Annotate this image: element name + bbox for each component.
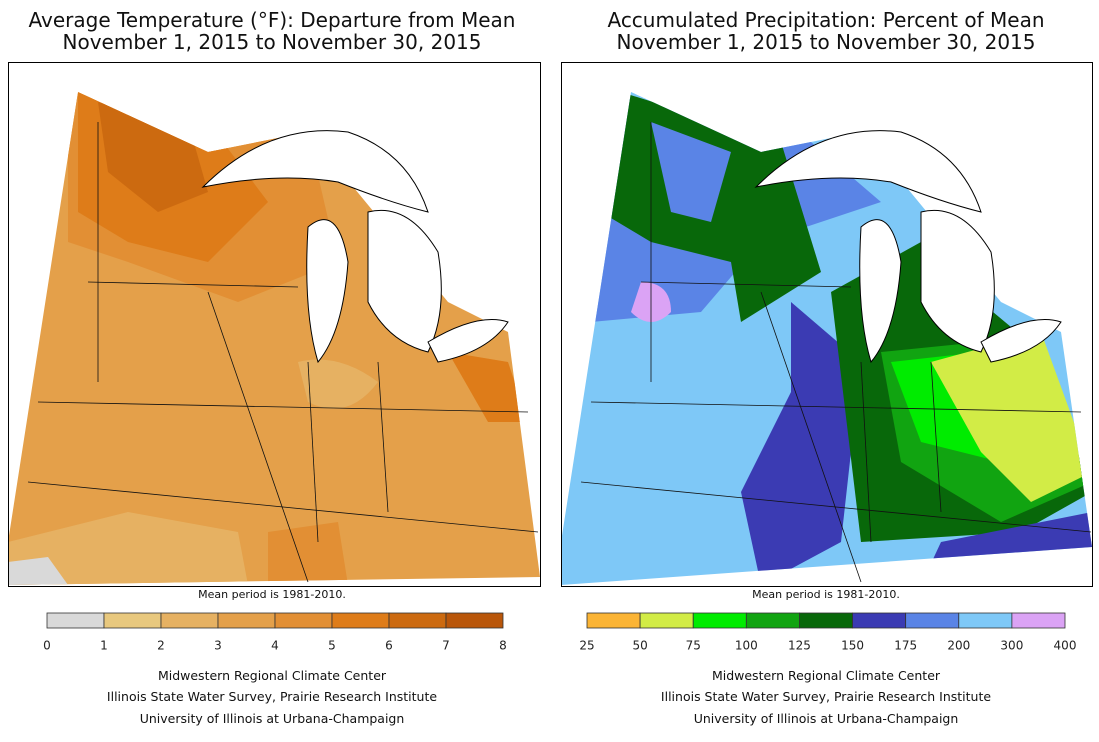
credit: Illinois State Water Survey, Prairie Res… <box>106 689 438 704</box>
color-legend: 0 1 2 3 4 5 6 7 8 <box>43 612 507 653</box>
temperature-map <box>8 62 541 587</box>
mean-period-note: Mean period is 1981-2010. <box>752 588 900 601</box>
legend-tick-label: 3 <box>214 639 222 653</box>
legend-tick-label: 4 <box>271 639 279 653</box>
legend-tick-label: 150 <box>841 639 864 653</box>
legend-swatch <box>103 612 162 629</box>
credit: University of Illinois at Urbana-Champai… <box>139 711 405 726</box>
legend-swatch <box>799 612 853 629</box>
legend-tick-label: 400 <box>1054 639 1077 653</box>
legend-swatch <box>692 612 747 629</box>
legend-swatch <box>958 612 1013 629</box>
legend-swatch <box>639 612 694 629</box>
legend-swatch <box>852 612 907 629</box>
legend-tick-label: 7 <box>442 639 450 653</box>
map-title: Average Temperature (°F): Departure from… <box>28 8 516 32</box>
legend-swatch <box>217 612 276 629</box>
legend-tick-label: 200 <box>947 639 970 653</box>
legend-tick-label: 6 <box>385 639 393 653</box>
color-legend: 25 50 75 100 125 150 175 200 300 400 <box>579 612 1077 653</box>
legend-tick-label: 175 <box>894 639 917 653</box>
legend-tick-label: 8 <box>499 639 507 653</box>
mean-period-note: Mean period is 1981-2010. <box>198 588 346 601</box>
legend-swatch <box>46 612 105 629</box>
legend-tick-label: 1 <box>100 639 108 653</box>
legend-tick-label: 2 <box>157 639 165 653</box>
legend-tick-label: 50 <box>632 639 647 653</box>
map-subtitle: November 1, 2015 to November 30, 2015 <box>62 30 482 54</box>
credit: Midwestern Regional Climate Center <box>157 668 387 683</box>
legend-swatch <box>274 612 333 629</box>
legend-tick-label: 25 <box>579 639 594 653</box>
map-title: Accumulated Precipitation: Percent of Me… <box>607 8 1045 32</box>
map-subtitle: November 1, 2015 to November 30, 2015 <box>616 30 1036 54</box>
legend-swatch <box>388 612 447 629</box>
legend-tick-label: 0 <box>43 639 51 653</box>
credit: University of Illinois at Urbana-Champai… <box>693 711 959 726</box>
precipitation-map <box>561 62 1093 587</box>
legend-tick-label: 300 <box>1000 639 1023 653</box>
credit: Illinois State Water Survey, Prairie Res… <box>660 689 992 704</box>
legend-swatch <box>160 612 219 629</box>
legend-tick-label: 5 <box>328 639 336 653</box>
legend-swatch <box>586 612 641 629</box>
legend-swatch <box>445 612 504 629</box>
legend-tick-label: 100 <box>735 639 758 653</box>
legend-swatch <box>905 612 960 629</box>
legend-swatch <box>1011 612 1066 629</box>
legend-tick-label: 125 <box>788 639 811 653</box>
credit: Midwestern Regional Climate Center <box>711 668 941 683</box>
legend-swatch <box>745 612 800 629</box>
legend-tick-label: 75 <box>686 639 701 653</box>
legend-swatch <box>331 612 390 629</box>
